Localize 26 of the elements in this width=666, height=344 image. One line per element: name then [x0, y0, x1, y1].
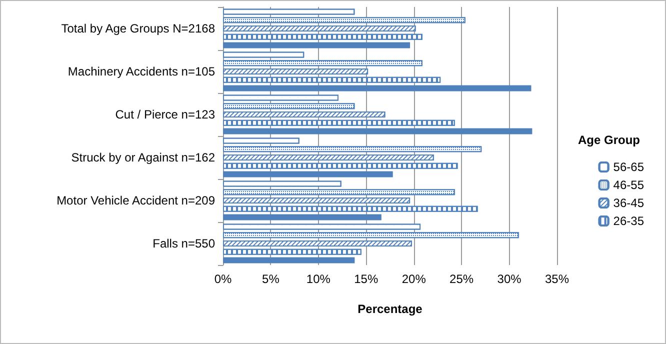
legend-label: 46-55 [613, 178, 644, 192]
y-tick-label: Machinery Accidents n=105 [68, 64, 216, 78]
bar [223, 42, 410, 48]
x-tick-label: 30% [497, 272, 522, 286]
x-tick-label: 25% [450, 272, 474, 286]
y-tick-label: Total by Age Groups N=2168 [61, 22, 216, 36]
bar [223, 128, 532, 134]
legend-label: 36-45 [613, 196, 644, 210]
y-tick-label: Cut / Pierce n=123 [115, 108, 216, 122]
x-axis-title: Percentage [358, 302, 423, 316]
y-tick-label: Falls n=550 [152, 236, 216, 250]
x-tick-label: 20% [402, 272, 426, 286]
bar [223, 171, 393, 178]
bar [223, 214, 382, 220]
y-tick-label: Struck by or Against n=162 [71, 150, 216, 164]
bar [223, 257, 355, 264]
legend-title: Age Group [578, 133, 640, 147]
x-tick-label: 0% [214, 272, 232, 286]
x-tick-label: 5% [262, 272, 280, 286]
legend-label: 56-65 [613, 160, 644, 174]
x-tick-label: 10% [306, 272, 331, 286]
legend-label: 26-35 [613, 214, 644, 228]
bar [223, 85, 532, 92]
y-tick-label: Motor Vehicle Accident n=209 [56, 194, 216, 208]
x-tick-label: 15% [354, 272, 378, 286]
x-tick-label: 35% [544, 272, 570, 286]
